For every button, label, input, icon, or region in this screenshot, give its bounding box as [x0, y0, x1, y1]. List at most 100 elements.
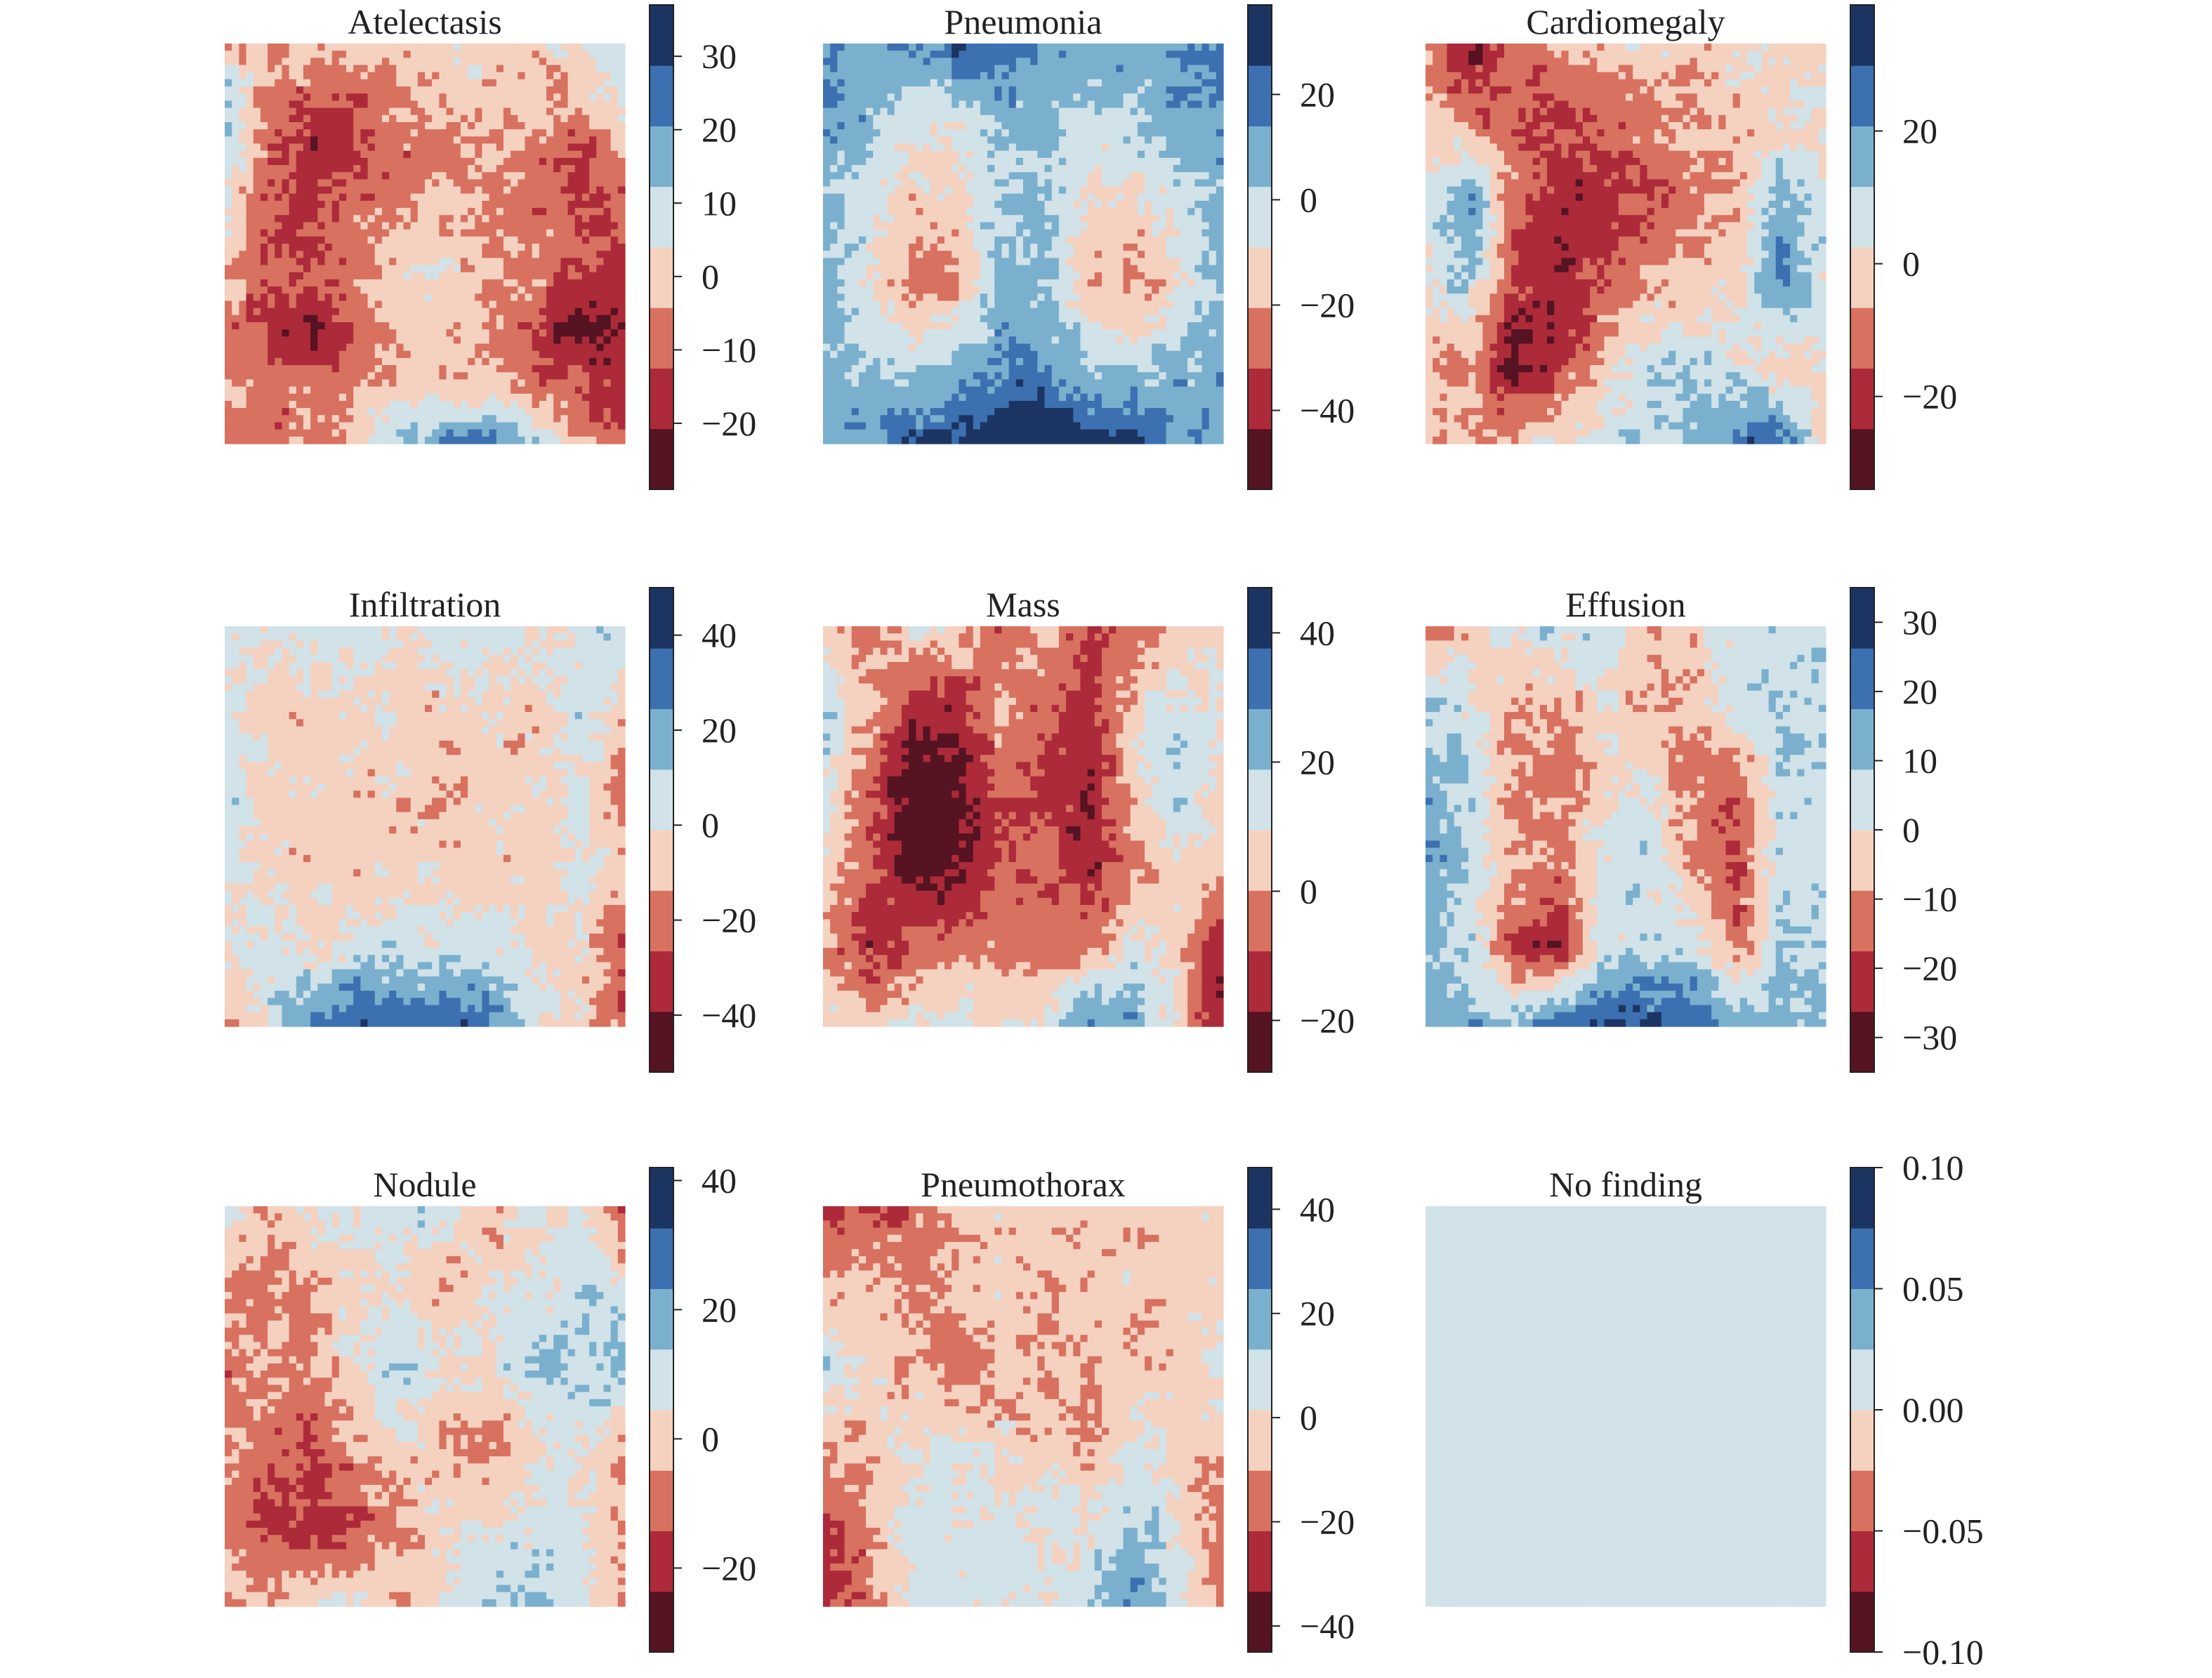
heatmap-cell: [596, 286, 605, 294]
colorbar-tick-label: 10: [702, 183, 737, 223]
heatmap-cell: [532, 44, 540, 51]
heatmap-cell: [317, 51, 326, 58]
heatmap-cell: [1087, 129, 1095, 137]
heatmap-cell: [289, 251, 297, 258]
heatmap-cell: [346, 293, 354, 302]
heatmap-cell: [532, 200, 540, 209]
heatmap-cell: [1202, 150, 1210, 159]
heatmap-cell: [553, 322, 561, 330]
heatmap-cell: [1194, 251, 1203, 258]
heatmap-cell: [844, 44, 852, 51]
heatmap-cell: [303, 350, 311, 359]
heatmap-cell: [894, 58, 902, 66]
heatmap-cell: [1202, 236, 1210, 244]
heatmap-cell: [374, 121, 383, 130]
heatmap-cell: [589, 193, 597, 202]
heatmap-cell: [260, 415, 268, 423]
heatmap-cell: [894, 186, 902, 194]
heatmap-cell: [1044, 136, 1053, 145]
heatmap-cell: [589, 286, 597, 294]
heatmap-cell: [1037, 72, 1046, 80]
heatmap-cell: [489, 129, 497, 137]
heatmap-cell: [303, 107, 311, 116]
heatmap-cell: [303, 244, 311, 251]
heatmap-cell: [360, 229, 369, 237]
heatmap-cell: [966, 65, 974, 73]
heatmap-cell: [1066, 157, 1074, 166]
heatmap-cell: [581, 272, 590, 280]
heatmap-cell: [553, 386, 561, 395]
heatmap-cell: [518, 300, 526, 309]
heatmap-cell: [282, 229, 290, 237]
heatmap-cell: [581, 436, 590, 444]
heatmap-cell: [317, 236, 326, 244]
heatmap-cell: [439, 193, 447, 202]
heatmap-cell: [973, 165, 981, 173]
heatmap-cell: [581, 93, 590, 102]
heatmap-cell: [353, 215, 361, 223]
heatmap-cell: [1094, 72, 1102, 80]
heatmap-cell: [439, 208, 447, 216]
heatmap-cell: [275, 129, 283, 137]
heatmap-cell: [1008, 100, 1017, 109]
heatmap-cell: [489, 193, 497, 202]
heatmap-cell: [532, 350, 540, 359]
heatmap-cell: [482, 165, 490, 173]
heatmap-cell: [460, 114, 468, 123]
heatmap-cell: [496, 222, 504, 230]
heatmap-cell: [823, 150, 831, 159]
heatmap-cell: [303, 79, 311, 87]
heatmap-cell: [1173, 143, 1181, 152]
heatmap-cell: [338, 251, 347, 258]
heatmap-cell: [880, 179, 888, 187]
heatmap-cell: [338, 208, 347, 216]
heatmap-cell: [331, 107, 340, 116]
heatmap-cell: [225, 436, 232, 444]
heatmap-cell: [539, 165, 547, 173]
heatmap-cell: [1130, 79, 1138, 87]
heatmap-cell: [546, 422, 554, 430]
heatmap-cell: [425, 415, 433, 423]
heatmap-cell: [475, 429, 483, 437]
heatmap-cell: [823, 172, 831, 180]
heatmap-cell: [317, 265, 326, 273]
heatmap-cell: [374, 350, 383, 359]
heatmap-cell: [374, 236, 383, 244]
heatmap-cell: [1030, 79, 1038, 87]
heatmap-cell: [1087, 215, 1095, 223]
heatmap-cell: [417, 436, 426, 444]
heatmap-cell: [475, 300, 483, 309]
heatmap-cell: [1066, 258, 1074, 266]
heatmap-cell: [268, 436, 275, 444]
heatmap-cell: [532, 379, 540, 388]
heatmap-cell: [518, 286, 526, 294]
heatmap-cell: [482, 422, 490, 430]
heatmap-cell: [1166, 136, 1174, 145]
heatmap-cell: [374, 114, 383, 123]
heatmap-cell: [367, 65, 376, 73]
heatmap-cell: [589, 157, 597, 166]
heatmap-cell: [930, 244, 938, 251]
heatmap-cell: [1015, 157, 1024, 166]
heatmap-cell: [310, 357, 318, 366]
heatmap-cell: [909, 86, 916, 94]
heatmap-cell: [317, 200, 326, 209]
heatmap-cell: [253, 222, 261, 230]
heatmap-cell: [381, 150, 390, 159]
heatmap-cell: [360, 215, 369, 223]
heatmap-cell: [987, 150, 995, 159]
heatmap-cell: [851, 107, 860, 116]
heatmap-cell: [844, 51, 852, 58]
heatmap-cell: [959, 143, 967, 152]
heatmap-cell: [553, 65, 561, 73]
heatmap-cell: [1001, 265, 1010, 273]
heatmap-cell: [539, 157, 547, 166]
heatmap-cell: [381, 293, 390, 302]
heatmap-cell: [1187, 258, 1195, 266]
heatmap-cell: [453, 315, 461, 323]
heatmap-cell: [581, 222, 590, 230]
heatmap-cell: [603, 300, 612, 309]
heatmap-cell: [873, 44, 881, 51]
heatmap-cell: [617, 386, 626, 395]
heatmap-cell: [275, 436, 283, 444]
